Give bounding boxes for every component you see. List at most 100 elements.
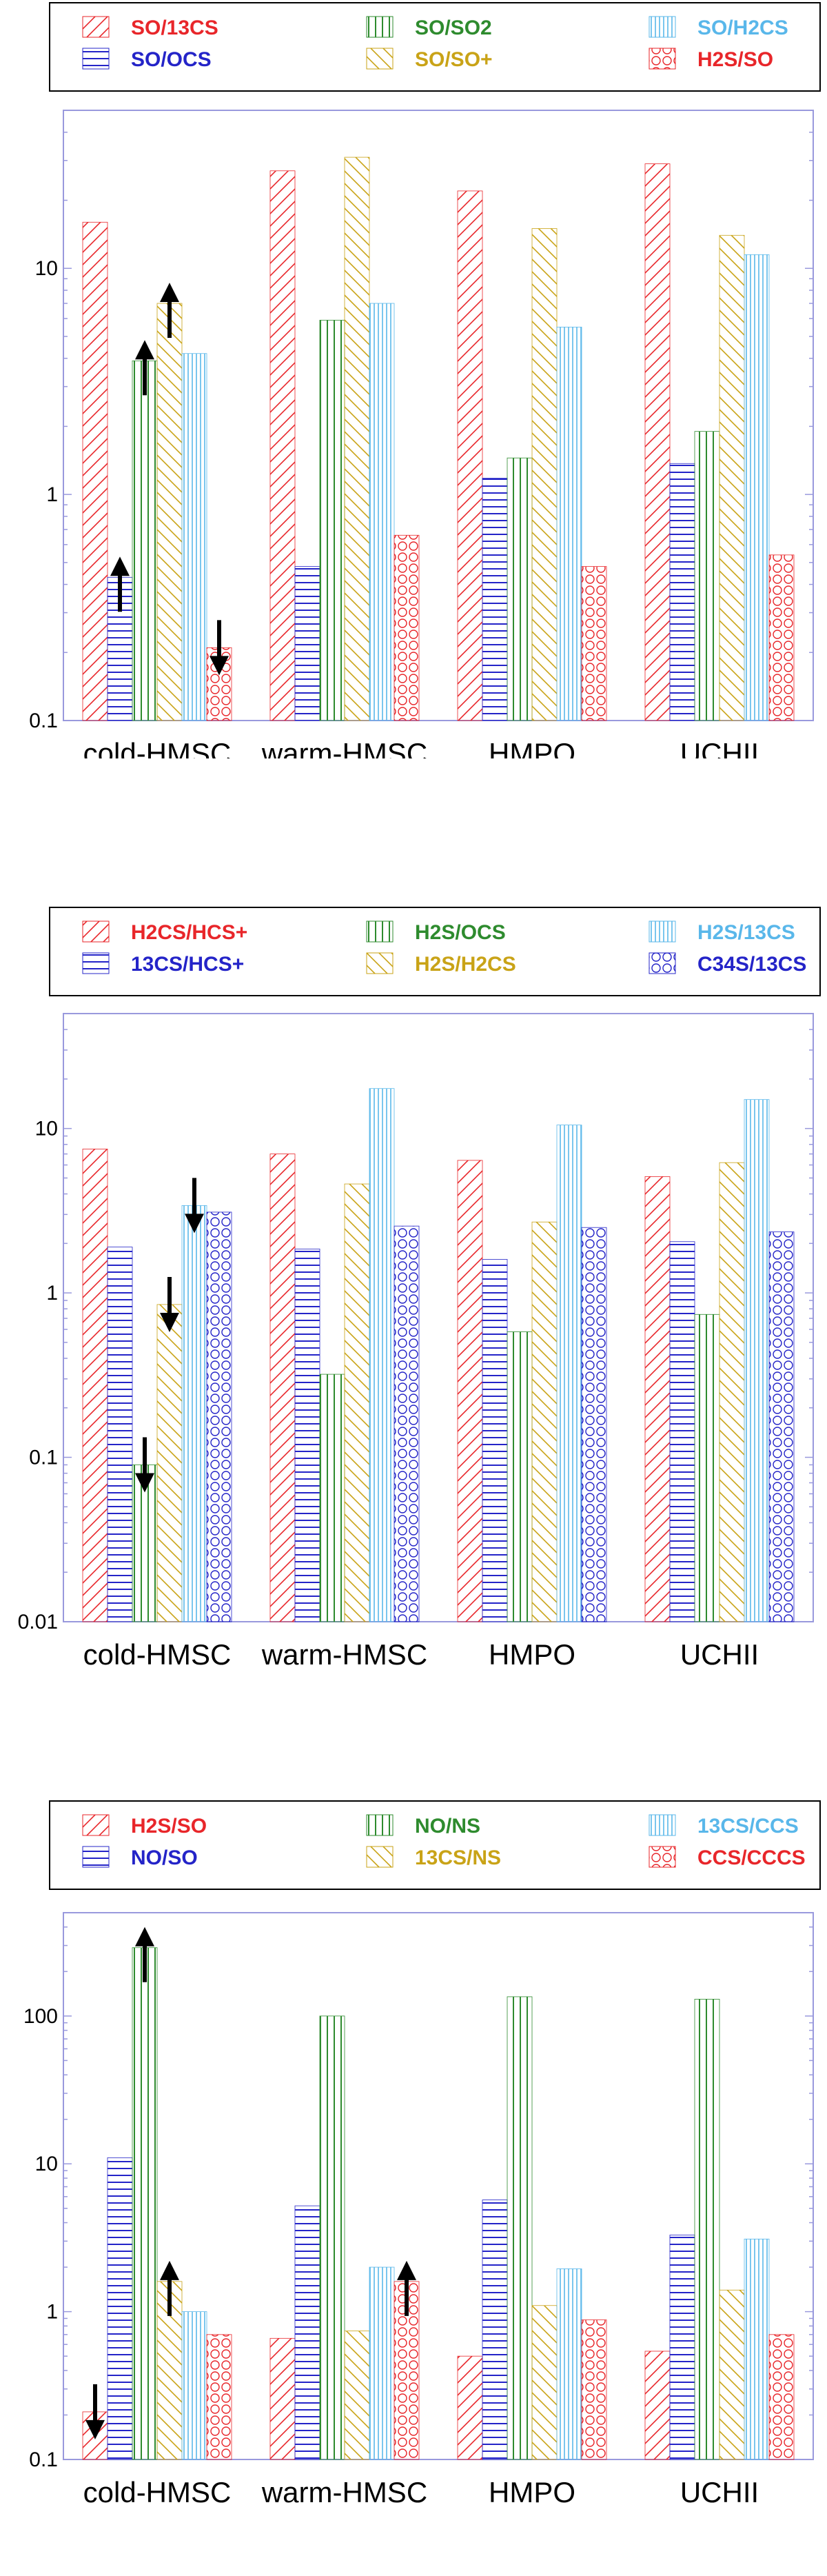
legend-box xyxy=(49,1800,821,1890)
y-tick-label: 0.1 xyxy=(29,1447,58,1469)
bar xyxy=(719,234,745,721)
bar xyxy=(181,1205,207,1622)
bar xyxy=(581,566,607,721)
bar xyxy=(82,1149,108,1622)
plot-frame xyxy=(63,1013,814,1622)
lower-limit-arrow-icon xyxy=(397,2260,416,2316)
bar xyxy=(344,157,370,721)
bar xyxy=(294,566,320,721)
y-tick-label: 1 xyxy=(46,2301,58,2324)
bar xyxy=(457,2355,483,2460)
legend-label: H2S/SO xyxy=(697,48,773,71)
bar xyxy=(319,1373,345,1622)
legend-label: NO/SO xyxy=(131,1847,198,1869)
category-label: HMPO xyxy=(489,737,575,758)
category-label: UCHII xyxy=(680,1638,759,1671)
y-tick-label: 10 xyxy=(35,1118,58,1140)
legend-swatch xyxy=(366,920,394,943)
legend-label: CCS/CCCS xyxy=(697,1847,806,1869)
legend-swatch xyxy=(649,1846,676,1868)
bar xyxy=(319,2015,345,2460)
legend-label: 13CS/HCS+ xyxy=(131,953,244,976)
bar xyxy=(181,2311,207,2460)
bar xyxy=(319,319,345,721)
lower-limit-arrow-icon xyxy=(160,2260,179,2316)
legend-label: 13CS/NS xyxy=(415,1847,501,1869)
category-label: HMPO xyxy=(489,2476,575,2507)
bar xyxy=(482,478,508,721)
chart-panel-1: SO/13CS SO/OCS SO/SO2 SO/SO+ SO/H2CS H2S/SO 0.… xyxy=(29,2,821,758)
category-label: HMPO xyxy=(489,1638,575,1671)
legend-swatch xyxy=(82,1814,110,1836)
category-label: cold-HMSC xyxy=(83,1638,232,1671)
bar xyxy=(581,2320,607,2460)
bar xyxy=(669,463,695,721)
legend-swatch xyxy=(649,952,676,974)
upper-limit-arrow-icon xyxy=(85,2384,105,2439)
legend-label: H2S/13CS xyxy=(697,921,795,944)
bar xyxy=(132,1947,158,2460)
legend-label: H2CS/HCS+ xyxy=(131,921,247,944)
bar xyxy=(744,1099,770,1622)
y-tick-label: 0.1 xyxy=(29,710,58,732)
y-tick-label: 0.1 xyxy=(29,2448,58,2471)
bar xyxy=(556,1125,582,1622)
bar xyxy=(457,190,483,721)
category-label: warm-HMSC xyxy=(261,737,427,758)
bar xyxy=(394,534,420,721)
bar xyxy=(294,2205,320,2460)
bar xyxy=(206,1211,232,1622)
category-label: UCHII xyxy=(680,2476,759,2507)
legend-swatch xyxy=(649,16,676,38)
bar xyxy=(694,1314,720,1622)
bar xyxy=(294,1249,320,1622)
upper-limit-arrow-icon xyxy=(160,1276,179,1332)
chart-panel-2: H2CS/HCS+ 13CS/HCS+ H2S/OCS H2S/H2CS H2S/13C… xyxy=(18,907,821,1671)
bar xyxy=(206,2334,232,2460)
bar xyxy=(82,221,108,721)
legend-swatch xyxy=(649,48,676,70)
bar xyxy=(531,2305,558,2460)
bar xyxy=(344,1183,370,1622)
legend-label: SO/SO+ xyxy=(415,48,493,71)
legend-label: NO/NS xyxy=(415,1815,480,1838)
legend-swatch xyxy=(366,48,394,70)
lower-limit-arrow-icon xyxy=(135,1926,154,1982)
y-tick-label: 1 xyxy=(46,483,58,506)
legend-label: SO/H2CS xyxy=(697,17,788,39)
legend-label: SO/SO2 xyxy=(415,17,492,39)
bar xyxy=(644,2351,671,2460)
lower-limit-arrow-icon xyxy=(135,340,154,396)
bar xyxy=(768,2334,795,2460)
bar xyxy=(644,1176,671,1622)
bar xyxy=(694,1999,720,2460)
y-tick-label: 10 xyxy=(35,257,58,280)
bar xyxy=(768,1231,795,1622)
bar xyxy=(269,1154,296,1622)
bar xyxy=(156,303,183,721)
legend-label: H2S/SO xyxy=(131,1815,207,1838)
bar xyxy=(344,2331,370,2460)
plot-frame xyxy=(63,1912,814,2460)
bar xyxy=(556,326,582,721)
bar xyxy=(531,228,558,721)
bar xyxy=(181,353,207,721)
y-tick-label: 100 xyxy=(23,2005,58,2028)
bar xyxy=(107,2157,133,2460)
legend-swatch xyxy=(649,920,676,943)
legend-swatch xyxy=(82,48,110,70)
legend-swatch xyxy=(366,16,394,38)
legend-swatch xyxy=(366,1846,394,1868)
y-tick-label: 0.01 xyxy=(18,1611,58,1633)
lower-limit-arrow-icon xyxy=(160,282,179,338)
bar xyxy=(669,2235,695,2460)
bar xyxy=(394,1225,420,1622)
bar xyxy=(369,2266,395,2460)
category-label: warm-HMSC xyxy=(261,1638,427,1671)
legend-swatch xyxy=(366,1814,394,1836)
bar xyxy=(531,1221,558,1622)
category-label: UCHII xyxy=(680,737,759,758)
legend-swatch xyxy=(82,16,110,38)
y-tick-label: 10 xyxy=(35,2153,58,2175)
legend-label: H2S/H2CS xyxy=(415,953,516,976)
